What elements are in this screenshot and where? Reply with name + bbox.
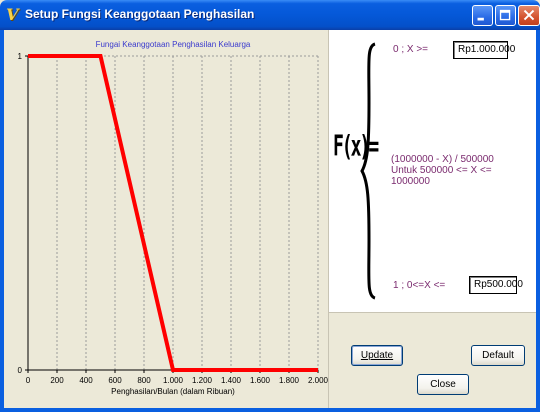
window-frame-bottom <box>0 408 540 412</box>
x-tick-label: 1.400 <box>221 376 242 385</box>
upper-limit-field[interactable]: Rp1.000.000 <box>453 41 515 59</box>
x-tick-label: 200 <box>50 376 64 385</box>
bottom-condition: 1 ; 0<=X <= <box>393 280 446 291</box>
x-tick-label: 0 <box>26 376 31 385</box>
close-button[interactable]: Close <box>417 374 469 395</box>
x-tick-label: 1.600 <box>250 376 271 385</box>
left-brace-icon <box>360 42 376 300</box>
fx-label: F(x)= <box>333 130 379 164</box>
button-panel: Update Default Close <box>328 312 536 408</box>
x-tick-label: 1.000 <box>163 376 184 385</box>
top-condition: 0 ; X >= <box>393 44 429 55</box>
x-tick-label: 800 <box>137 376 151 385</box>
middle-condition: Untuk 500000 <= X <= 1000000 <box>391 165 492 187</box>
x-tick-label: 2.000 <box>308 376 328 385</box>
series-line <box>28 54 318 372</box>
y-tick-label: 0 <box>18 366 23 375</box>
window-title: Setup Fungsi Keanggotaan Penghasilan <box>25 7 255 21</box>
close-window-button[interactable] <box>518 5 540 26</box>
x-tick-label: 1.800 <box>279 376 300 385</box>
y-tick-label: 1 <box>18 52 23 61</box>
membership-chart: 0 200 400 600 800 1.000 1.200 1.400 1.600 1.800 2.… <box>18 40 328 396</box>
app-icon: V <box>6 5 19 24</box>
lower-limit-field[interactable]: Rp500.000 <box>469 276 523 294</box>
x-tick-label: 400 <box>79 376 93 385</box>
title-bar[interactable]: V Setup Fungsi Keanggotaan Penghasilan <box>0 0 540 30</box>
chart-panel: 0 200 400 600 800 1.000 1.200 1.400 1.600 1.800 2.… <box>4 30 328 408</box>
window-frame-right <box>536 30 540 412</box>
middle-formula: (1000000 - X) / 500000 Untuk 500000 <= X… <box>391 154 531 187</box>
window-frame-left <box>0 30 4 412</box>
formula-panel: F(x)= 0 ; X >= Rp1.000.000 (1000000 - X)… <box>328 30 536 312</box>
maximize-button[interactable] <box>495 5 516 26</box>
close-icon <box>523 9 535 21</box>
default-button[interactable]: Default <box>471 345 525 366</box>
minimize-icon <box>477 17 484 21</box>
x-tick-label: 1.200 <box>192 376 213 385</box>
x-axis-label: Penghasilan/Bulan (dalam Ribuan) <box>111 387 235 396</box>
update-button[interactable]: Update <box>351 345 403 366</box>
maximize-icon <box>499 9 511 21</box>
middle-expression: (1000000 - X) / 500000 <box>391 154 494 165</box>
chart-title: Fungai Keanggotaan Penghasilan Keluarga <box>96 40 251 49</box>
x-tick-label: 600 <box>108 376 122 385</box>
minimize-button[interactable] <box>472 5 493 26</box>
